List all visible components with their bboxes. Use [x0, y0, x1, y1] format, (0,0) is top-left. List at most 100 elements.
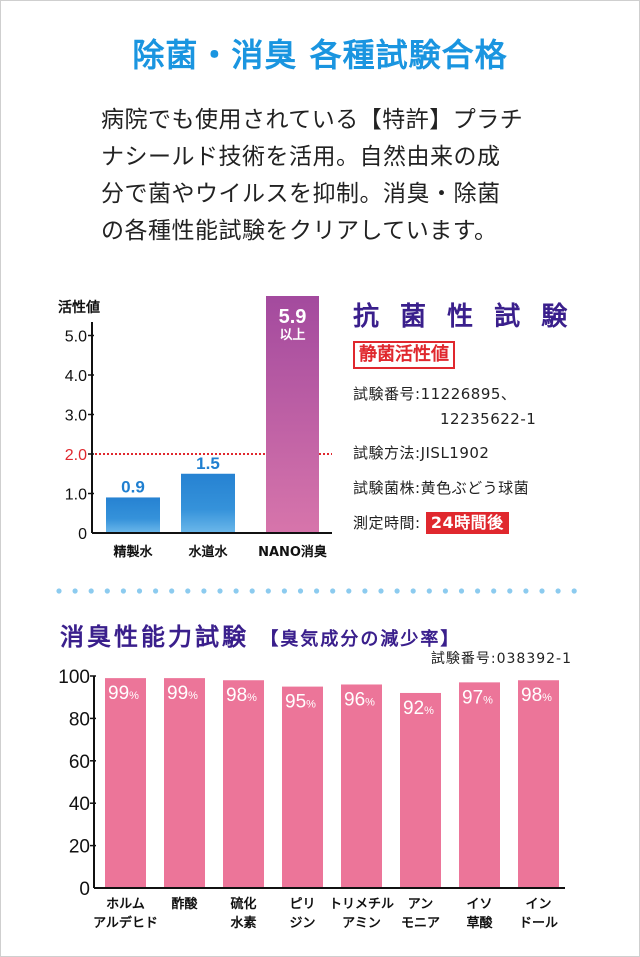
x-tick-label: アミン [342, 916, 381, 931]
x-tick-label: ジン [289, 916, 315, 931]
divider-dot [394, 588, 400, 594]
info-row-test-number: 試験番号:11226895、 12235622-1 [353, 383, 593, 428]
info-sep: : [415, 385, 421, 403]
info-row-test-strain: 試験菌株:黄色ぶどう球菌 [353, 477, 593, 498]
x-tick-label: 精製水 [113, 544, 153, 560]
divider-dot [314, 588, 320, 594]
divider-dot [88, 588, 94, 594]
divider-dot [442, 588, 448, 594]
x-tick-label: 硫化 [230, 896, 256, 912]
y-tick-label: 2.0 [65, 447, 87, 464]
y-tick-label: 100 [58, 667, 90, 688]
intro-line: 病院でも使用されている【特許】プラチ [101, 107, 524, 133]
y-tick-label: 0 [79, 879, 90, 900]
bar-value-label: 96% [344, 689, 375, 710]
x-tick-label: イソ [466, 897, 492, 912]
divider-dot [185, 588, 191, 594]
bar-4 [282, 686, 323, 888]
y-tick-label: 4.0 [65, 368, 87, 385]
bar-value-label: 99% [167, 683, 198, 704]
y-tick-label: 20 [69, 837, 90, 858]
divider-dot [507, 588, 513, 594]
divider-dot [539, 588, 545, 594]
x-tick-label: アン [408, 897, 433, 912]
bar-value-label: 5.9 [279, 306, 307, 328]
info-label: 試験菌株 [353, 479, 416, 497]
info-label: 試験方法 [353, 444, 416, 462]
bar-2 [181, 473, 235, 533]
y-axis-title: 活性値 [58, 299, 100, 316]
info-value: JISL1902 [420, 444, 490, 462]
x-tick-label: 酢酸 [171, 896, 198, 912]
y-tick-label: 40 [69, 794, 90, 815]
deodorant-title: 消臭性能力試験 【臭気成分の減少率】 [60, 617, 460, 652]
page-title: 除菌・消臭 各種試験合格 [132, 36, 508, 74]
info-sep: : [415, 514, 421, 532]
bar-3 [223, 680, 264, 888]
divider-dot [265, 588, 271, 594]
y-tick-label: 80 [69, 709, 90, 730]
intro-paragraph: 病院でも使用されている【特許】プラチ ナシールド技術を活用。自然由来の成 分で菌… [101, 102, 541, 250]
intro-line: 分で菌やウイルスを抑制。消臭・除菌 [101, 181, 501, 207]
bar-value-label: 98% [226, 685, 257, 706]
y-tick-label: 3.0 [65, 408, 87, 425]
bar-6 [400, 692, 441, 888]
x-tick-label: アルデヒド [93, 915, 158, 931]
y-tick-label: 0 [78, 526, 87, 543]
bar-1 [106, 497, 160, 533]
info-sep: : [415, 479, 421, 497]
bar-value-label: 95% [285, 692, 316, 713]
deodorant-subtitle: 【臭気成分の減少率】 [260, 629, 461, 650]
divider-dot [297, 588, 304, 594]
info-sep: : [415, 444, 421, 462]
deodorant-title-main: 消臭性能力試験 [60, 623, 249, 651]
x-tick-label: ドール [519, 916, 558, 931]
info-value: 黄色ぶどう球菌 [420, 479, 530, 497]
divider-dot [426, 588, 432, 594]
divider-dot [378, 588, 384, 594]
divider-dot [410, 588, 416, 594]
info-label: 測定時間 [353, 514, 416, 532]
divider-dot [281, 588, 287, 594]
info-row-measure-time: 測定時間: 24時間後 [353, 512, 593, 534]
antibacterial-title: 抗 菌 性 試 験 [353, 302, 574, 332]
bar-8 [518, 680, 559, 888]
divider-dot [169, 588, 175, 594]
bar-5 [341, 684, 382, 888]
divider-dot [217, 588, 223, 594]
info-row-test-method: 試験方法:JISL1902 [353, 442, 593, 463]
intro-line: の各種性能試験をクリアしています。 [101, 218, 498, 244]
y-tick-label: 1.0 [65, 487, 87, 504]
divider-dot [346, 588, 352, 594]
divider-dot [555, 588, 561, 594]
x-tick-label: 水素 [230, 915, 256, 931]
divider-dot [104, 588, 110, 594]
dotted-divider [56, 588, 577, 594]
bar-1 [105, 678, 146, 888]
divider-dot [491, 588, 497, 594]
x-tick-label: ホルム [106, 897, 145, 912]
x-tick-label: ピリ [289, 897, 315, 912]
x-tick-label: イン [525, 897, 551, 912]
bar-value-label: 97% [462, 687, 493, 708]
y-tick-label: 60 [69, 752, 90, 773]
intro-line: ナシールド技術を活用。自然由来の成 [101, 144, 501, 170]
bar-3 [266, 296, 319, 533]
activity-value-badge: 静菌活性値 [353, 341, 455, 369]
info-value: 11226895、 [420, 385, 517, 403]
antibacterial-info: 抗 菌 性 試 験 静菌活性値 試験番号:11226895、 12235622-… [353, 296, 593, 534]
divider-dot [249, 588, 255, 594]
divider-dot [458, 588, 465, 594]
divider-dot [571, 588, 577, 594]
divider-dot [201, 588, 207, 594]
divider-dot [330, 588, 336, 594]
divider-dot [233, 588, 239, 594]
divider-dot [136, 588, 143, 594]
deodorant-test-number: 試験番号:038392-1 [430, 651, 572, 667]
bar-value-label: 98% [521, 685, 552, 706]
divider-dot [153, 588, 159, 594]
divider-dot [523, 588, 529, 594]
divider-dot [56, 588, 62, 594]
